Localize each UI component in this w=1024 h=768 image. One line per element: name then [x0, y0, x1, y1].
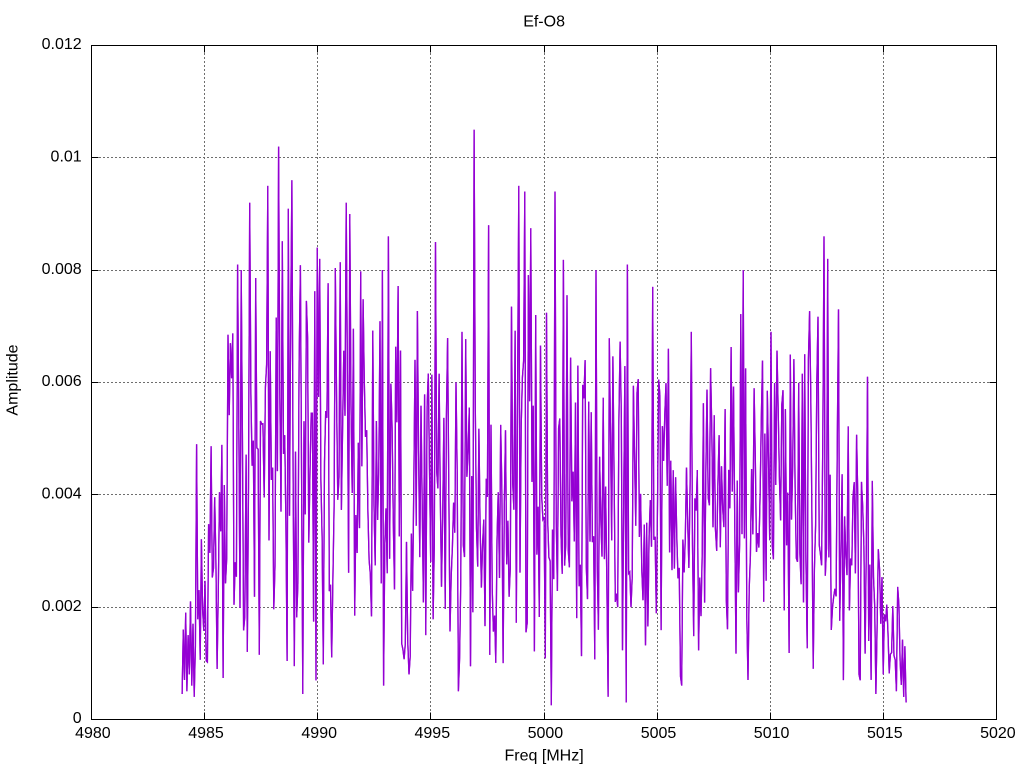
svg-text:4985: 4985: [188, 725, 224, 742]
svg-text:5015: 5015: [867, 725, 903, 742]
svg-text:0.002: 0.002: [42, 598, 82, 615]
svg-text:0.012: 0.012: [42, 36, 82, 53]
svg-text:0.01: 0.01: [51, 149, 82, 166]
svg-text:5020: 5020: [980, 725, 1016, 742]
svg-text:4995: 4995: [415, 725, 451, 742]
svg-text:4980: 4980: [75, 725, 111, 742]
svg-text:5005: 5005: [641, 725, 677, 742]
svg-text:5000: 5000: [528, 725, 564, 742]
svg-text:0.004: 0.004: [42, 485, 82, 502]
svg-text:5010: 5010: [754, 725, 790, 742]
svg-text:4990: 4990: [301, 725, 337, 742]
svg-text:0.008: 0.008: [42, 261, 82, 278]
svg-text:Amplitude: Amplitude: [5, 344, 22, 415]
svg-text:0: 0: [73, 710, 82, 727]
svg-text:Ef-O8: Ef-O8: [523, 14, 565, 31]
svg-text:0.006: 0.006: [42, 373, 82, 390]
svg-text:Freq [MHz]: Freq [MHz]: [505, 748, 584, 765]
